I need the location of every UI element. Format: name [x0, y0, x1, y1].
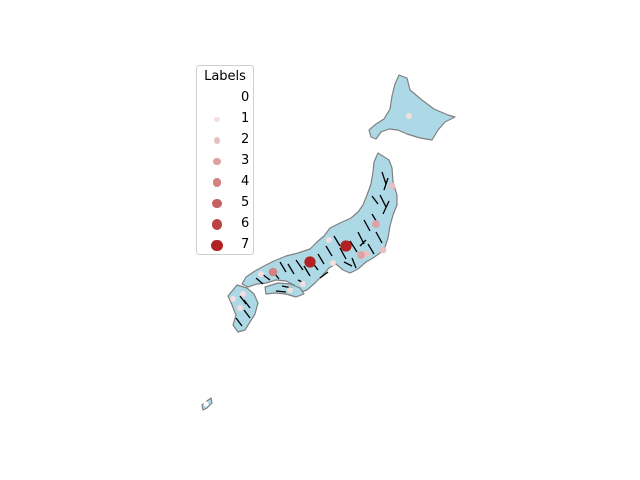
legend-marker	[213, 137, 221, 144]
adjacency-edge	[325, 245, 333, 257]
adjacency-edge	[319, 271, 329, 279]
kyushu-region	[227, 284, 259, 333]
adjacency-edge	[275, 290, 287, 293]
region-node-okinawa	[203, 401, 209, 407]
adjacency-edge	[367, 243, 375, 255]
legend-title: Labels	[204, 69, 246, 84]
legend-label: 1	[241, 111, 250, 126]
legend-marker	[212, 198, 222, 209]
adjacency-edge	[357, 231, 365, 245]
legend-label: 7	[241, 237, 250, 252]
adjacency-edge	[351, 257, 357, 269]
region-node-chugoku	[268, 267, 278, 277]
adjacency-edge	[339, 247, 347, 260]
adjacency-edge	[255, 277, 264, 285]
legend-entry-0: 0	[197, 88, 253, 109]
adjacency-edge	[243, 299, 251, 309]
adjacency-edge	[295, 259, 304, 271]
legend-entry-7: 7	[197, 235, 253, 256]
adjacency-edge	[235, 317, 243, 327]
adjacency-edge	[383, 177, 389, 191]
region-node-kinki-s	[300, 281, 306, 287]
legend-label: 2	[241, 132, 250, 147]
legend-entry-3: 3	[197, 151, 253, 172]
region-node-shikoku	[287, 287, 293, 293]
region-node-hokkaido	[406, 113, 412, 119]
adjacency-edge	[243, 309, 251, 319]
adjacency-edge	[382, 200, 390, 215]
adjacency-edge	[379, 194, 387, 208]
legend-marker	[213, 157, 221, 166]
region-node-tohoku-s	[379, 246, 387, 254]
hokkaido-region	[368, 74, 456, 141]
region-nodes	[203, 113, 412, 407]
region-node-chubu	[330, 260, 336, 266]
adjacency-edge	[317, 253, 325, 265]
region-node-tohoku-e	[372, 220, 380, 228]
adjacency-edge	[279, 261, 287, 273]
region-node-kyushu-s	[237, 305, 243, 311]
adjacency-edge	[333, 235, 341, 247]
legend-label: 5	[241, 195, 250, 210]
adjacency-edge	[239, 295, 247, 305]
region-node-kanto	[340, 240, 352, 252]
legend-label: 6	[241, 216, 250, 231]
adjacency-edge	[375, 231, 383, 244]
adjacency-edge	[287, 263, 295, 275]
legend-marker	[212, 178, 222, 187]
adjacency-edge	[363, 219, 371, 232]
legend-entry-6: 6	[197, 214, 253, 235]
region-node-kyushu-n	[240, 291, 246, 297]
adjacency-edge	[359, 239, 367, 247]
legend-entry-2: 2	[197, 130, 253, 151]
legend-label: 4	[241, 174, 250, 189]
region-node-tohoku-n	[388, 182, 396, 190]
legend-entry-4: 4	[197, 172, 253, 193]
legend-marker	[211, 239, 223, 252]
legend-label: 0	[241, 90, 250, 105]
adjacency-edge	[349, 240, 358, 253]
legend-label: 3	[241, 153, 250, 168]
legend-entry-5: 5	[197, 193, 253, 214]
legend-marker	[214, 96, 220, 101]
adjacency-edge	[381, 171, 387, 185]
adjacency-edge	[371, 195, 379, 205]
region-node-kyushu-w	[230, 296, 236, 302]
region-node-chubu-n	[326, 237, 332, 243]
adjacency-edges	[235, 171, 390, 327]
legend-entry-1: 1	[197, 109, 253, 130]
adjacency-edge	[343, 261, 353, 267]
region-node-kanto-s	[357, 251, 365, 259]
region-node-kinki	[304, 256, 316, 268]
region-node-chugoku-e	[258, 271, 264, 277]
shikoku-region	[264, 282, 305, 298]
adjacency-edge	[303, 265, 311, 277]
legend-marker	[214, 116, 220, 123]
legend-marker	[211, 219, 223, 230]
legend: Labels 0 1 2 3 4 5 6 7	[196, 65, 254, 255]
